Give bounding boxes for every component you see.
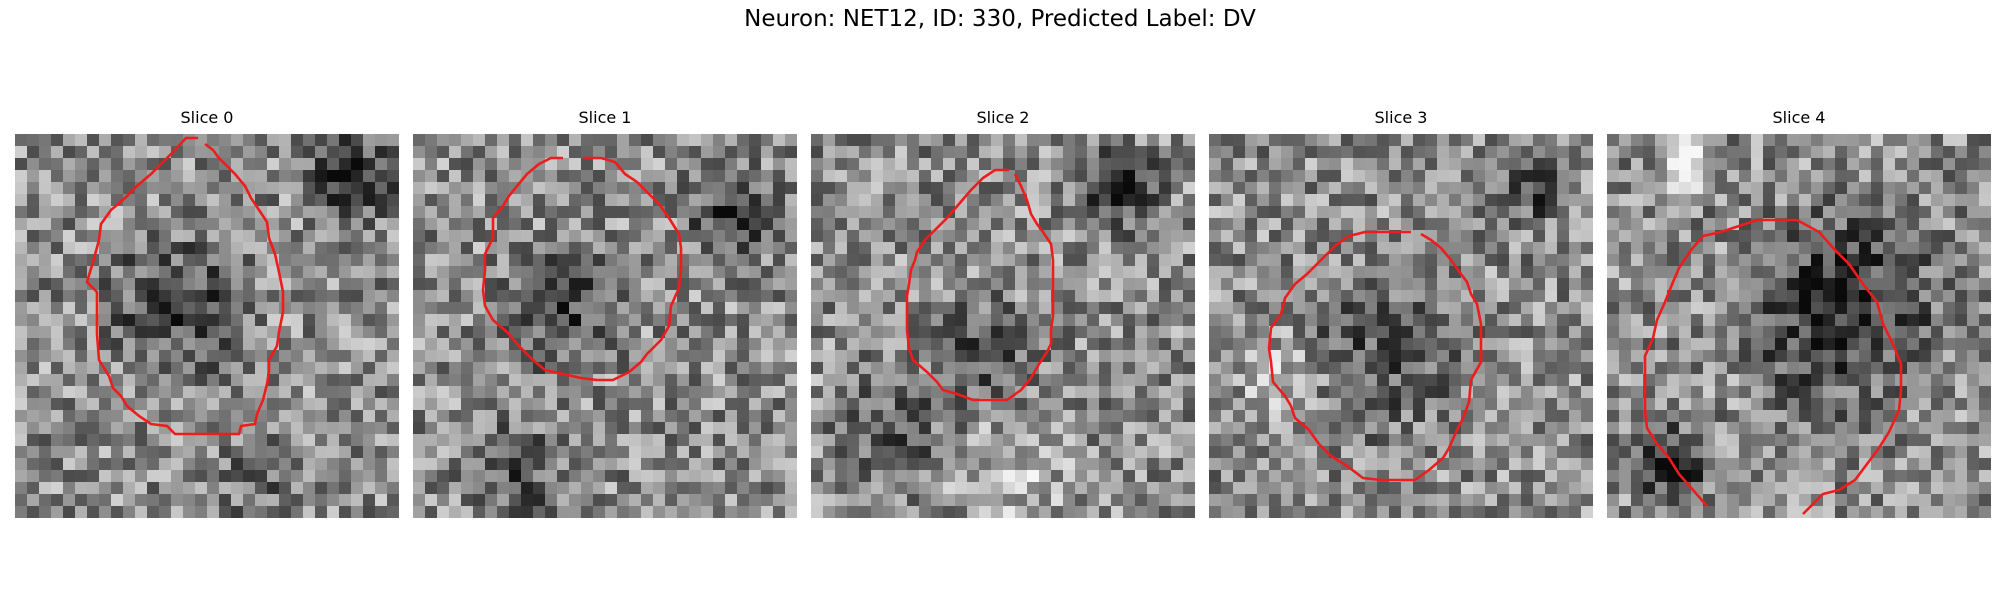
contour-line-0 [85,136,285,436]
slice-image-2 [811,134,1195,518]
slice-image-3 [1209,134,1593,518]
slice-image-4 [1607,134,1991,518]
slice-title-3: Slice 3 [1374,108,1428,127]
contour-line-3 [1267,230,1483,482]
slice-title-2: Slice 2 [976,108,1030,127]
contour-line-1 [481,156,683,382]
contour-line-2 [905,168,1055,402]
slice-title-0: Slice 0 [180,108,234,127]
contour-line-4 [1643,218,1903,515]
slice-image-0 [15,134,399,518]
slice-title-4: Slice 4 [1772,108,1826,127]
slice-image-1 [413,134,797,518]
slice-title-1: Slice 1 [578,108,632,127]
figure-title: Neuron: NET12, ID: 330, Predicted Label:… [744,6,1256,32]
